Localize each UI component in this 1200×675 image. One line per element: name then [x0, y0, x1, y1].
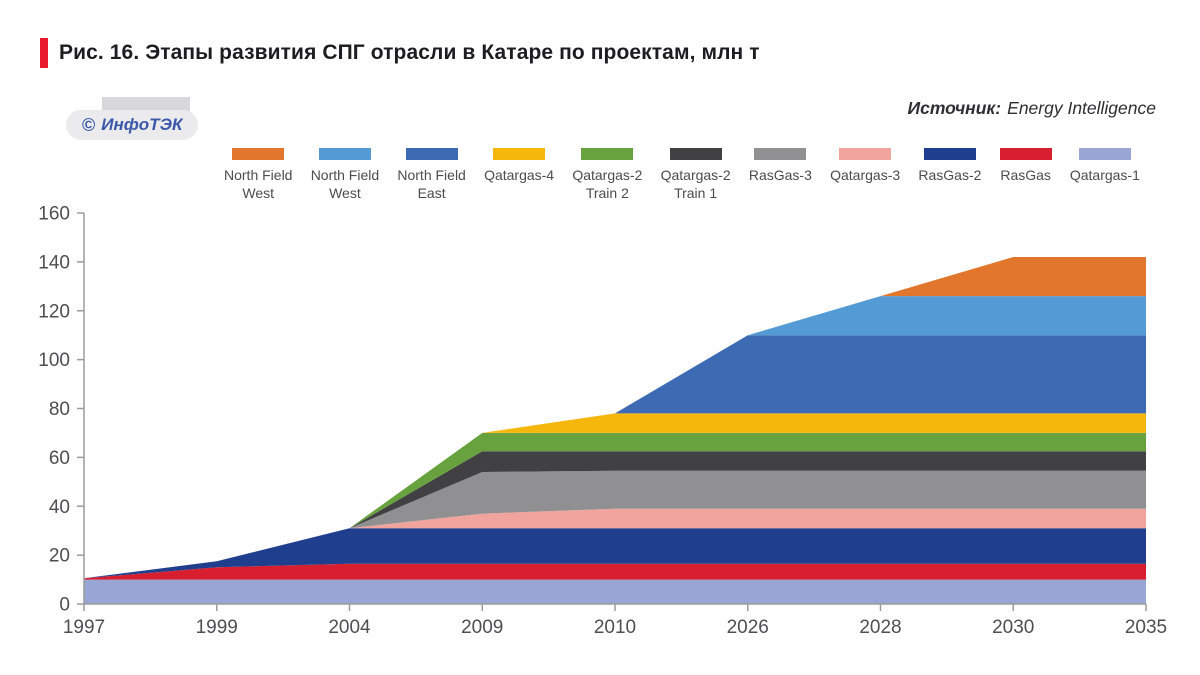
y-axis-label: 20: [49, 546, 70, 567]
figure-header: Рис. 16. Этапы развития СПГ отрасли в Ка…: [40, 38, 760, 68]
legend-swatch-rasgas-3: [754, 148, 807, 160]
legend-label: North Field West: [224, 167, 293, 201]
legend-swatch-north-field-west-orange: [232, 148, 285, 160]
infotek-logo: © ИнфоТЭК: [66, 96, 206, 142]
x-axis-label: 2009: [461, 617, 503, 638]
source-note: Источник: Energy Intelligence: [908, 98, 1157, 119]
legend-label: Qatargas-2 Train 2: [572, 167, 643, 201]
legend-item-qatargas-2-train-1: Qatargas-2 Train 1: [661, 148, 731, 203]
area-qatargas-4: [84, 413, 1146, 579]
legend-label: RasGas-3: [748, 167, 812, 183]
area-north-field-west-blue: [84, 296, 1146, 579]
source-label: Источник:: [907, 98, 1002, 118]
y-axis-label: 140: [38, 252, 70, 273]
legend-label: RasGas: [1000, 167, 1051, 183]
legend-item-north-field-west-orange: North Field West: [224, 148, 292, 203]
x-axis-label: 2030: [992, 617, 1034, 638]
area-rasgas: [84, 563, 1146, 580]
legend-label: North Field East: [397, 167, 466, 201]
legend-item-qatargas-4: Qatargas-4: [484, 148, 554, 185]
y-axis-label: 100: [38, 350, 70, 371]
legend-item-qatargas-3: Qatargas-3: [830, 148, 900, 185]
legend-swatch-north-field-west-blue: [318, 148, 371, 160]
legend-swatch-qatargas-4: [493, 148, 546, 160]
legend-swatch-qatargas-2-train-2: [581, 148, 634, 160]
logo-text: ИнфоТЭК: [101, 115, 183, 134]
logo-pill: © ИнфоТЭК: [66, 110, 199, 140]
y-axis-label: 0: [59, 595, 70, 616]
area-qatargas-3: [84, 508, 1146, 579]
x-axis-label: 2010: [594, 617, 636, 638]
legend-item-rasgas-2: RasGas-2: [918, 148, 981, 185]
legend-swatch-north-field-east: [405, 148, 458, 160]
y-axis-label: 160: [38, 204, 70, 225]
legend-item-qatargas-1: Qatargas-1: [1070, 148, 1140, 185]
area-qatargas-1: [84, 579, 1146, 604]
figure-title: Рис. 16. Этапы развития СПГ отрасли в Ка…: [59, 41, 760, 64]
legend-label: Qatargas-4: [484, 167, 555, 183]
area-qatargas-2-train-1: [84, 451, 1146, 579]
area-north-field-west-orange: [84, 257, 1146, 579]
y-axis-label: 120: [38, 301, 70, 322]
x-axis-label: 2026: [727, 617, 769, 638]
legend-label: RasGas-2: [918, 167, 982, 183]
copyright-icon: ©: [82, 114, 96, 135]
y-axis-label: 80: [49, 399, 70, 420]
area-north-field-east: [84, 335, 1146, 579]
area-rasgas-2: [84, 528, 1146, 579]
area-rasgas-3: [84, 470, 1146, 579]
legend-item-north-field-west-blue: North Field West: [311, 148, 379, 203]
x-axis-label: 1997: [63, 617, 105, 638]
x-axis-label: 2035: [1125, 617, 1167, 638]
legend-label: North Field West: [310, 167, 380, 201]
legend-swatch-qatargas-2-train-1: [669, 148, 722, 160]
legend-label: Qatargas-2 Train 1: [660, 167, 731, 201]
legend-item-rasgas: RasGas: [999, 148, 1052, 185]
legend-item-qatargas-2-train-2: Qatargas-2 Train 2: [572, 148, 642, 203]
legend-label: Qatargas-1: [1069, 167, 1140, 183]
x-axis-label: 1999: [196, 617, 238, 638]
x-axis-label: 2004: [328, 617, 371, 638]
source-value: Energy Intelligence: [1007, 98, 1156, 118]
chart-legend: North Field West North Field West North Fi…: [224, 148, 1140, 203]
x-axis-label: 2028: [859, 617, 901, 638]
legend-item-rasgas-3: RasGas-3: [749, 148, 812, 185]
legend-swatch-rasgas: [999, 148, 1052, 160]
legend-swatch-qatargas-3: [839, 148, 892, 160]
legend-swatch-qatargas-1: [1078, 148, 1131, 160]
legend-label: Qatargas-3: [830, 167, 901, 183]
legend-item-north-field-east: North Field East: [397, 148, 466, 203]
legend-swatch-rasgas-2: [923, 148, 976, 160]
y-axis-label: 60: [49, 448, 70, 469]
y-axis-label: 40: [49, 497, 70, 518]
title-accent-bar: [40, 38, 48, 68]
area-qatargas-2-train-2: [84, 432, 1146, 579]
